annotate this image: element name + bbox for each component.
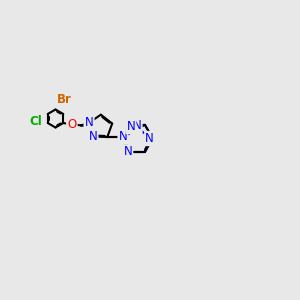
Text: O: O xyxy=(67,118,76,131)
Text: N: N xyxy=(88,130,97,143)
Text: N: N xyxy=(85,116,93,129)
Text: N: N xyxy=(123,146,132,158)
Text: N: N xyxy=(126,120,135,133)
Text: Cl: Cl xyxy=(30,115,42,128)
Text: N: N xyxy=(118,130,127,143)
Text: Br: Br xyxy=(57,93,72,106)
Text: N: N xyxy=(133,119,142,132)
Text: N: N xyxy=(145,132,154,145)
